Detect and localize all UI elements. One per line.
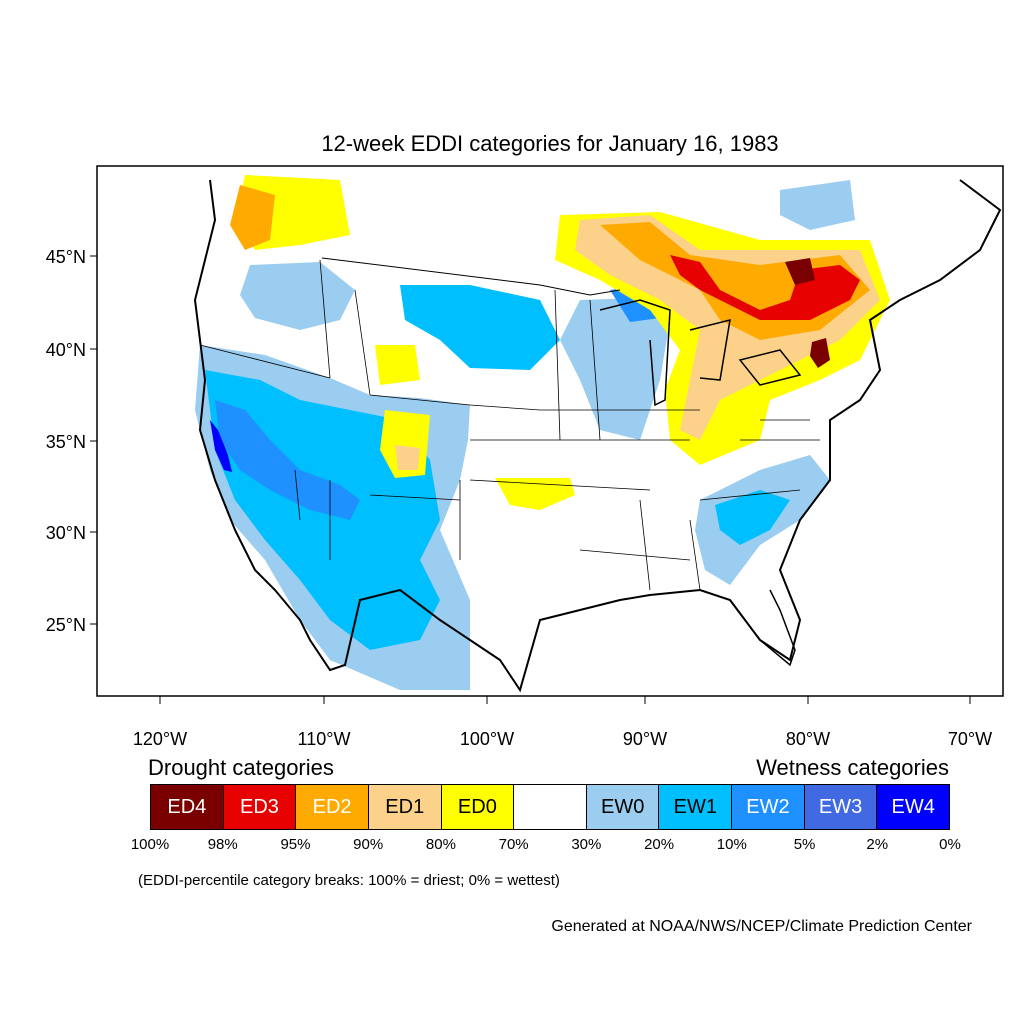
drought-categories-heading: Drought categories xyxy=(148,755,334,780)
legend-box-ew1: EW1 xyxy=(659,785,733,829)
ontario-ed4-region xyxy=(785,258,815,285)
legend-tick-label: 0% xyxy=(939,836,961,853)
pacific-northwest-ed2-region xyxy=(230,185,275,250)
lat-label-35: 35°N xyxy=(46,432,86,452)
category-legend-bar: ED4 ED3 ED2 ED1 ED0 EW0 EW1 EW2 EW3 EW4 xyxy=(150,784,950,830)
southeast-ew1-region xyxy=(715,490,790,545)
legend-label-ew2: EW2 xyxy=(746,795,790,818)
lon-label-120: 120°W xyxy=(133,729,187,749)
lon-label-90: 90°W xyxy=(623,729,667,749)
legend-label-ew1: EW1 xyxy=(673,795,717,818)
legend-tick-label: 98% xyxy=(207,836,238,853)
lon-label-110: 110°W xyxy=(298,729,351,749)
lat-label-25: 25°N xyxy=(46,615,86,635)
legend-tick-label: 95% xyxy=(280,836,311,853)
legend-label-ed4: ED4 xyxy=(167,795,207,818)
legend-tick-label: 80% xyxy=(425,836,456,853)
lat-label-45: 45°N xyxy=(46,247,86,267)
wetness-categories-heading: Wetness categories xyxy=(756,755,949,780)
legend-tick-label: 30% xyxy=(571,836,602,853)
great-lakes-outline xyxy=(599,299,802,407)
new-mexico-ed1-region xyxy=(395,445,420,470)
credit-line: Generated at NOAA/NWS/NCEP/Climate Predi… xyxy=(551,918,972,935)
legend-box-neutral xyxy=(514,785,587,829)
legend-percentile-ticks: 100% 98% 95% 90% 80% 70% 30% 20% 10% 5% 2% 0% xyxy=(131,836,961,856)
map-frame xyxy=(96,165,1004,697)
legend-box-ed2: ED2 xyxy=(296,785,369,829)
state-lines xyxy=(199,259,820,591)
legend-box-ed4: ED4 xyxy=(151,785,224,829)
category-breaks-note: (EDDI-percentile category breaks: 100% =… xyxy=(138,872,560,889)
legend-box-ed0: ED0 xyxy=(441,785,515,829)
map-outlines xyxy=(193,179,1002,693)
legend-tick-label: 5% xyxy=(793,836,816,853)
legend-box-ed1: ED1 xyxy=(368,785,442,829)
northwest-wet-region xyxy=(240,262,355,330)
florida-outline xyxy=(729,589,796,667)
legend-tick-label: 90% xyxy=(353,836,384,853)
legend-label-ed0: ED0 xyxy=(457,795,497,818)
legend-label-ed3: ED3 xyxy=(240,795,279,818)
legend-box-ed3: ED3 xyxy=(223,785,297,829)
lon-label-70: 70°W xyxy=(948,729,992,749)
legend-box-ew4: EW4 xyxy=(877,785,950,829)
southern-plains-ed0-region xyxy=(495,478,575,510)
latitude-axis: 45°N 40°N 35°N 30°N 25°N xyxy=(46,247,97,635)
legend-label-ew4: EW4 xyxy=(891,795,935,818)
lon-label-100: 100°W xyxy=(460,729,514,749)
legend-tick-label: 20% xyxy=(644,836,675,853)
map-title: 12-week EDDI categories for January 16, … xyxy=(321,131,779,156)
lat-label-40: 40°N xyxy=(46,340,86,360)
legend-tick-label: 100% xyxy=(130,836,170,853)
longitude-axis: 120°W 110°W 100°W 90°W 80°W 70°W xyxy=(133,696,992,749)
drought-regions xyxy=(230,175,890,510)
legend-box-ew0: EW0 xyxy=(586,785,660,829)
legend-tick-label: 2% xyxy=(866,836,889,853)
colorado-ed0-region xyxy=(375,345,420,385)
california-ew4-region xyxy=(210,420,232,472)
legend-tick-label: 70% xyxy=(498,836,529,853)
legend-box-ew3: EW3 xyxy=(804,785,878,829)
us-border-outline xyxy=(193,179,1002,693)
legend-label-ew3: EW3 xyxy=(818,795,863,818)
northern-plains-wet-region xyxy=(400,285,560,370)
upper-midwest-wet-region xyxy=(560,298,670,440)
legend-label-ed2: ED2 xyxy=(312,795,352,818)
pennsylvania-ed4-region xyxy=(810,338,830,368)
southwest-ew2-region xyxy=(215,400,360,520)
canada-border-line xyxy=(321,257,621,296)
lon-label-80: 80°W xyxy=(786,729,830,749)
legend-label-ed1: ED1 xyxy=(385,795,425,818)
eddi-map: 45°N 40°N 35°N 30°N 25°N 120°W 110°W 100… xyxy=(46,165,1004,749)
legend-tick-label: 10% xyxy=(716,836,747,853)
legend-label-ew0: EW0 xyxy=(600,795,645,818)
northeast-wet-region xyxy=(780,180,855,230)
lat-label-30: 30°N xyxy=(46,523,86,543)
legend-box-ew2: EW2 xyxy=(732,785,805,829)
